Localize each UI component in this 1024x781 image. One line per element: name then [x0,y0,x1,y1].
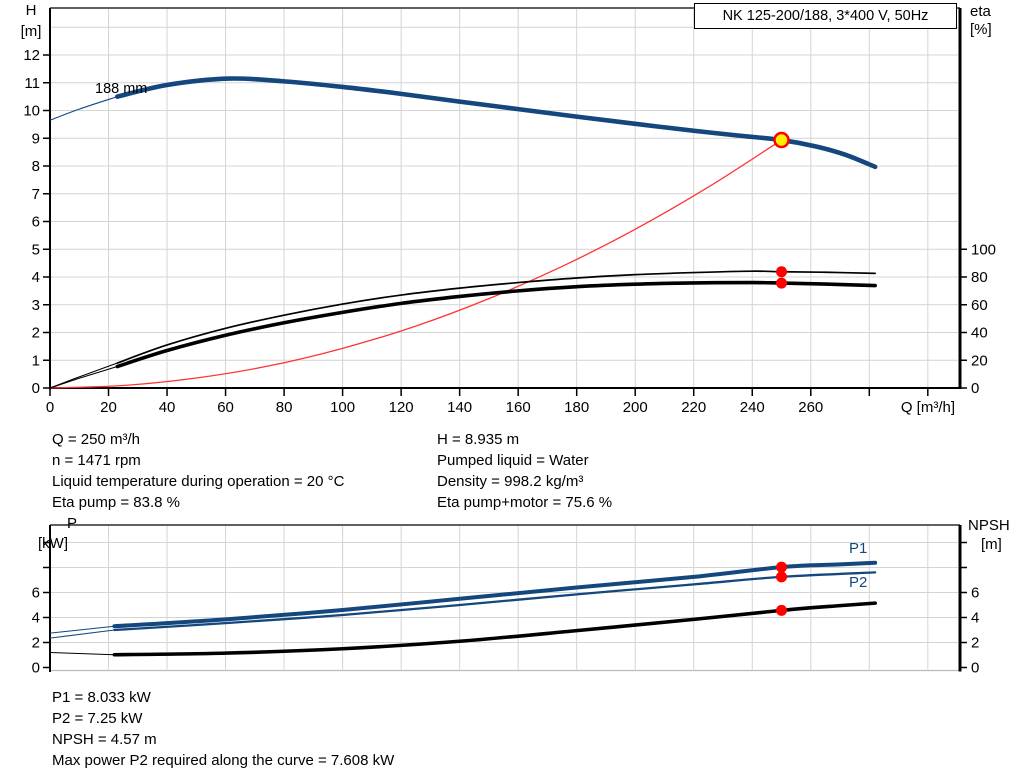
x-tick-label: 0 [46,399,54,416]
info-eta-pump: Eta pump = 83.8 % [52,494,180,511]
eta-axis-label-unit: [%] [970,21,992,38]
y-left-tick-label: 9 [32,130,40,147]
info-p2: P2 = 7.25 kW [52,710,143,727]
x-tick-label: 40 [159,399,176,416]
duty-info-right-column: H = 8.935 m Pumped liquid = Water Densit… [437,429,612,513]
y-left-tick-label: 0 [32,380,40,397]
info-head: H = 8.935 m [437,431,520,448]
y-left-tick-label: 12 [23,47,40,64]
y-left-tick-label: 11 [24,75,40,92]
p2-point [776,571,788,583]
p2-series-label: P2 [849,574,868,591]
y-left-tick-label: 1 [32,352,40,369]
x-tick-label: 240 [740,399,765,416]
npsh-curve [112,601,877,657]
x-tick-label: 260 [798,399,823,416]
eta-pump-curve [116,270,876,364]
y-left-tick-label: 10 [23,103,40,120]
x-tick-label: 120 [389,399,414,416]
info-speed: n = 1471 rpm [52,452,141,469]
eta-pump-motor-curve-thin [49,365,118,389]
y-right-tick-label: 40 [971,325,988,342]
x-tick-label: 220 [681,399,706,416]
y-left-tick-label: 0 [32,660,40,677]
eta-axis-label-symbol: eta [970,3,991,20]
x-tick-label: 200 [623,399,648,416]
y-left-tick-label: 2 [32,635,40,652]
p1-point [776,561,788,573]
y-left-tick-label: 2 [32,325,40,342]
y-left-tick-label: 6 [32,585,40,602]
x-tick-label: 180 [564,399,589,416]
y-left-tick-label: 4 [32,610,40,627]
info-eta-pump-motor: Eta pump+motor = 75.6 % [437,494,613,511]
pump-type-title: NK 125-200/188, 3*400 V, 50Hz [722,8,929,24]
info-density: Density = 998.2 kg/m³ [437,473,584,490]
eta-pump-motor-curve [115,280,877,369]
info-npsh: NPSH = 4.57 m [52,731,157,748]
y-left-tick-label: 8 [32,158,40,175]
y-left-tick-label: 6 [32,214,40,231]
eta-pump-motor-point [776,277,788,289]
y-right-tick-label: 60 [971,297,988,314]
power-axis-label-symbol: P [66,515,77,532]
y-left-tick-label: 4 [32,269,40,286]
p2-curve [113,571,877,632]
head-axis-label-symbol: H [25,2,37,19]
info-p1: P1 = 8.033 kW [52,689,151,706]
info-liquid-temperature: Liquid temperature during operation = 20… [52,473,345,490]
y-right-tick-label: 100 [971,241,996,258]
x-tick-label: 100 [330,399,355,416]
y-left-tick-label: 5 [32,241,40,258]
p1-curve [112,560,878,629]
y-right-tick-label: 4 [971,610,979,627]
duty-info-left-column: Q = 250 m³/h n = 1471 rpm Liquid tempera… [52,429,344,513]
npsh-point [776,604,788,616]
head-axis-label-unit: [m] [20,23,42,40]
impeller-diameter-label: 188 mm [95,81,148,97]
eta-pump-point [776,266,788,278]
p2-curve-thin [49,629,115,639]
y-left-tick-label: 3 [32,297,40,314]
y-right-tick-label: 80 [971,269,988,286]
system-curve [49,139,782,389]
power-info-block: P1 = 8.033 kW P2 = 7.25 kW NPSH = 4.57 m… [52,687,394,771]
x-tick-label: 140 [447,399,472,416]
y-right-tick-label: 2 [971,635,979,652]
power-axis-label-unit: [kW] [38,535,68,552]
npsh-axis-label-symbol: NPSH [968,517,1010,534]
y-right-tick-label: 20 [971,352,988,369]
x-tick-label: 20 [100,399,117,416]
npsh-curve-thin [49,651,115,656]
pump-type-title-box: NK 125-200/188, 3*400 V, 50Hz [694,3,957,29]
p1-series-label: P1 [849,540,868,557]
info-pumped-liquid: Pumped liquid = Water [437,452,589,469]
p1-curve-thin [49,625,115,634]
info-max-p2: Max power P2 required along the curve = … [52,752,395,769]
y-right-tick-label: 0 [971,660,979,677]
x-tick-label: 60 [217,399,234,416]
x-tick-label: 80 [276,399,293,416]
qh-curve-188mm-thin [49,96,118,121]
npsh-axis-label-unit: [m] [981,536,1002,553]
y-left-tick-label: 7 [32,186,40,203]
y-right-tick-label: 0 [971,380,979,397]
info-flow: Q = 250 m³/h [52,431,140,448]
qh-curve-188mm [114,76,878,170]
flow-axis-label: Q [m³/h] [900,399,955,416]
x-tick-label: 160 [506,399,531,416]
y-right-tick-label: 6 [971,585,979,602]
duty-point [773,131,790,149]
